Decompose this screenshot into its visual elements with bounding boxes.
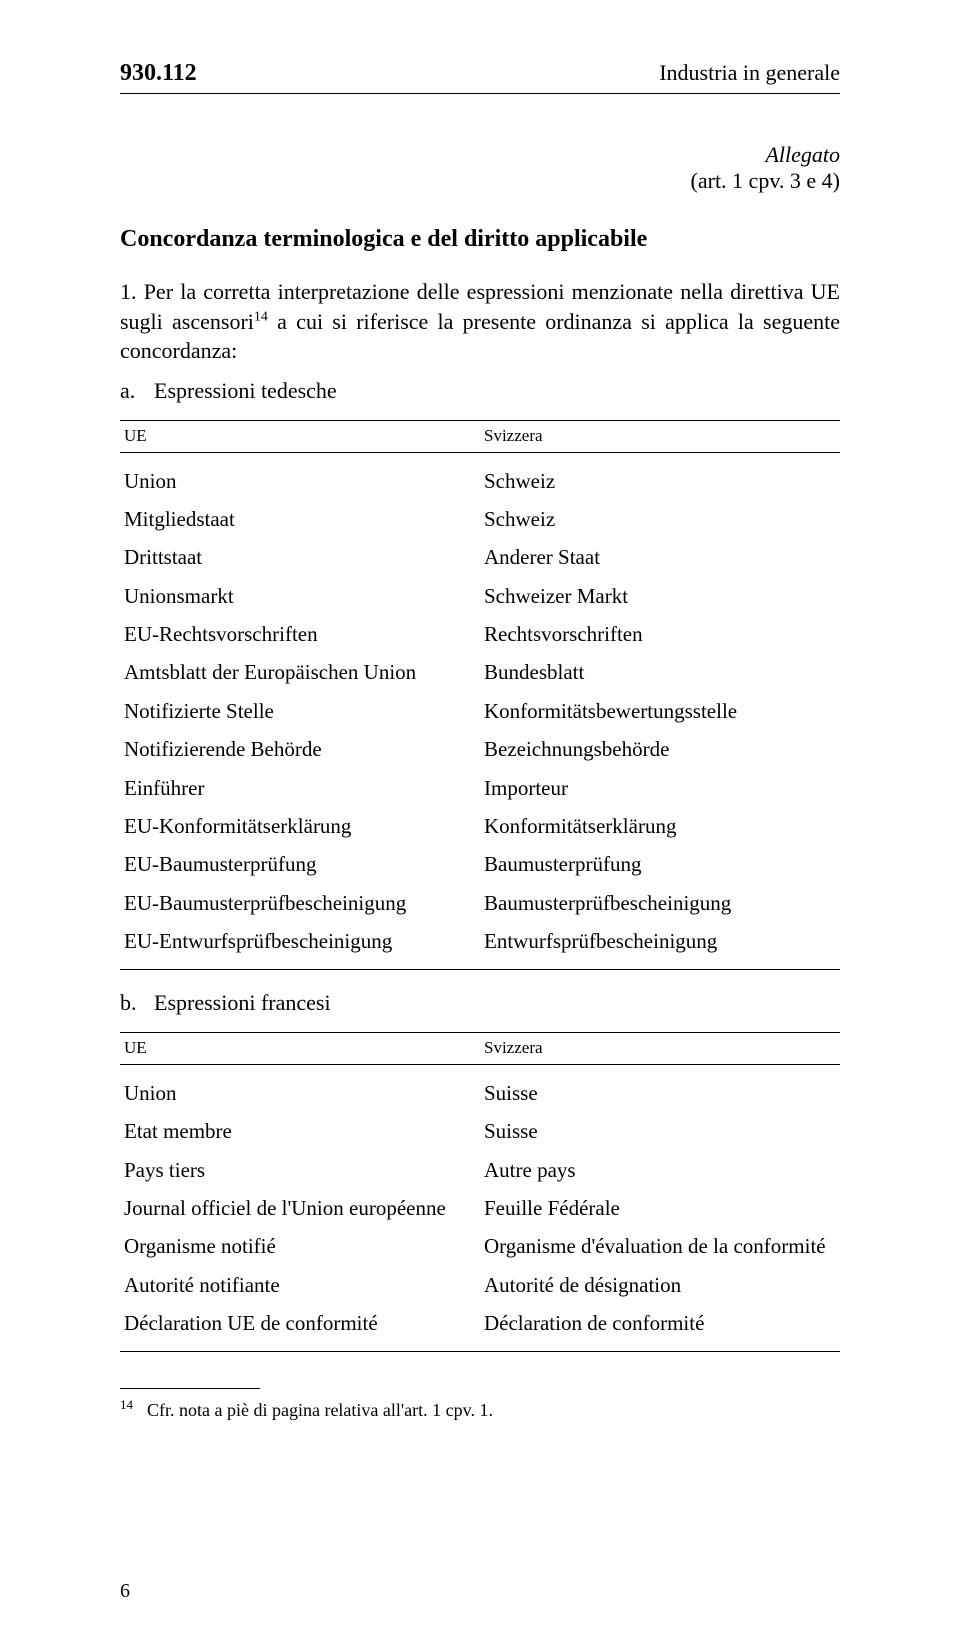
footnote-number: 14	[120, 1397, 133, 1412]
cell-sv: Bezeichnungsbehörde	[480, 730, 840, 768]
table-row: Etat membreSuisse	[120, 1112, 840, 1150]
cell-sv: Feuille Fédérale	[480, 1189, 840, 1227]
intro-paragraph: 1. Per la corretta interpretazione delle…	[120, 277, 840, 366]
cell-sv: Importeur	[480, 769, 840, 807]
cell-ue: Unionsmarkt	[120, 577, 480, 615]
table-row: Notifizierte StelleKonformitätsbewertung…	[120, 692, 840, 730]
cell-ue: EU-Baumusterprüfbescheinigung	[120, 884, 480, 922]
cell-ue: Union	[120, 452, 480, 500]
doc-code: 930.112	[120, 60, 197, 87]
cell-ue: Pays tiers	[120, 1151, 480, 1189]
annex-block: Allegato (art. 1 cpv. 3 e 4)	[120, 142, 840, 194]
annex-ref: (art. 1 cpv. 3 e 4)	[120, 168, 840, 194]
cell-ue: Déclaration UE de conformité	[120, 1304, 480, 1352]
cell-ue: Notifizierte Stelle	[120, 692, 480, 730]
table-row: Déclaration UE de conformitéDéclaration …	[120, 1304, 840, 1352]
cell-ue: Journal officiel de l'Union européenne	[120, 1189, 480, 1227]
table-head-svizzera: Svizzera	[480, 420, 840, 452]
cell-ue: Notifizierende Behörde	[120, 730, 480, 768]
cell-sv: Baumusterprüfung	[480, 845, 840, 883]
table-row: EU-BaumusterprüfungBaumusterprüfung	[120, 845, 840, 883]
cell-sv: Autre pays	[480, 1151, 840, 1189]
table-header-row: UE Svizzera	[120, 420, 840, 452]
cell-ue: Mitgliedstaat	[120, 500, 480, 538]
table-row: DrittstaatAnderer Staat	[120, 538, 840, 576]
cell-ue: Amtsblatt der Europäischen Union	[120, 653, 480, 691]
page-header: 930.112 Industria in generale	[120, 60, 840, 94]
cell-sv: Rechtsvorschriften	[480, 615, 840, 653]
section-title: Concordanza terminologica e del diritto …	[120, 226, 840, 253]
list-item-b: Espressioni francesi	[154, 988, 840, 1018]
cell-ue: Drittstaat	[120, 538, 480, 576]
cell-ue: Union	[120, 1064, 480, 1112]
cell-sv: Entwurfsprüfbescheinigung	[480, 922, 840, 970]
annex-label: Allegato	[120, 142, 840, 168]
table-row: UnionSchweiz	[120, 452, 840, 500]
cell-sv: Schweiz	[480, 452, 840, 500]
table-row: EU-EntwurfsprüfbescheinigungEntwurfsprüf…	[120, 922, 840, 970]
cell-sv: Autorité de désignation	[480, 1266, 840, 1304]
cell-sv: Schweiz	[480, 500, 840, 538]
footnote: 14 Cfr. nota a piè di pagina relativa all…	[120, 1397, 840, 1422]
intro-sup: 14	[254, 309, 268, 324]
table-row: Autorité notifianteAutorité de désignati…	[120, 1266, 840, 1304]
table-head-ue: UE	[120, 420, 480, 452]
table-row: EinführerImporteur	[120, 769, 840, 807]
cell-sv: Bundesblatt	[480, 653, 840, 691]
cell-ue: EU-Konformitätserklärung	[120, 807, 480, 845]
table-row: EU-BaumusterprüfbescheinigungBaumusterpr…	[120, 884, 840, 922]
cell-sv: Suisse	[480, 1112, 840, 1150]
table-tedesche: UE Svizzera UnionSchweiz MitgliedstaatSc…	[120, 420, 840, 970]
table-row: Notifizierende BehördeBezeichnungsbehörd…	[120, 730, 840, 768]
cell-ue: Einführer	[120, 769, 480, 807]
cell-sv: Baumusterprüfbescheinigung	[480, 884, 840, 922]
footnote-text: Cfr. nota a piè di pagina relativa all'a…	[147, 1400, 493, 1420]
table-row: Pays tiersAutre pays	[120, 1151, 840, 1189]
cell-sv: Organisme d'évaluation de la conformité	[480, 1227, 840, 1265]
table-row: Journal officiel de l'Union européenneFe…	[120, 1189, 840, 1227]
page-number: 6	[120, 1580, 130, 1603]
cell-ue: EU-Baumusterprüfung	[120, 845, 480, 883]
doc-category: Industria in generale	[659, 60, 840, 86]
cell-ue: EU-Entwurfsprüfbescheinigung	[120, 922, 480, 970]
cell-sv: Schweizer Markt	[480, 577, 840, 615]
table-head-ue: UE	[120, 1032, 480, 1064]
table-header-row: UE Svizzera	[120, 1032, 840, 1064]
table-head-svizzera: Svizzera	[480, 1032, 840, 1064]
cell-ue: Organisme notifié	[120, 1227, 480, 1265]
cell-ue: EU-Rechtsvorschriften	[120, 615, 480, 653]
cell-sv: Déclaration de conformité	[480, 1304, 840, 1352]
footnote-rule	[120, 1388, 260, 1389]
cell-sv: Konformitätsbewertungsstelle	[480, 692, 840, 730]
table-francesi: UE Svizzera UnionSuisse Etat membreSuiss…	[120, 1032, 840, 1352]
table-row: UnionsmarktSchweizer Markt	[120, 577, 840, 615]
table-row: UnionSuisse	[120, 1064, 840, 1112]
table-row: Amtsblatt der Europäischen UnionBundesbl…	[120, 653, 840, 691]
cell-sv: Konformitätserklärung	[480, 807, 840, 845]
cell-sv: Anderer Staat	[480, 538, 840, 576]
table-row: EU-RechtsvorschriftenRechtsvorschriften	[120, 615, 840, 653]
table-row: EU-KonformitätserklärungKonformitätserkl…	[120, 807, 840, 845]
cell-sv: Suisse	[480, 1064, 840, 1112]
cell-ue: Etat membre	[120, 1112, 480, 1150]
table-row: Organisme notifiéOrganisme d'évaluation …	[120, 1227, 840, 1265]
list-item-a: Espressioni tedesche	[154, 376, 840, 406]
cell-ue: Autorité notifiante	[120, 1266, 480, 1304]
table-row: MitgliedstaatSchweiz	[120, 500, 840, 538]
